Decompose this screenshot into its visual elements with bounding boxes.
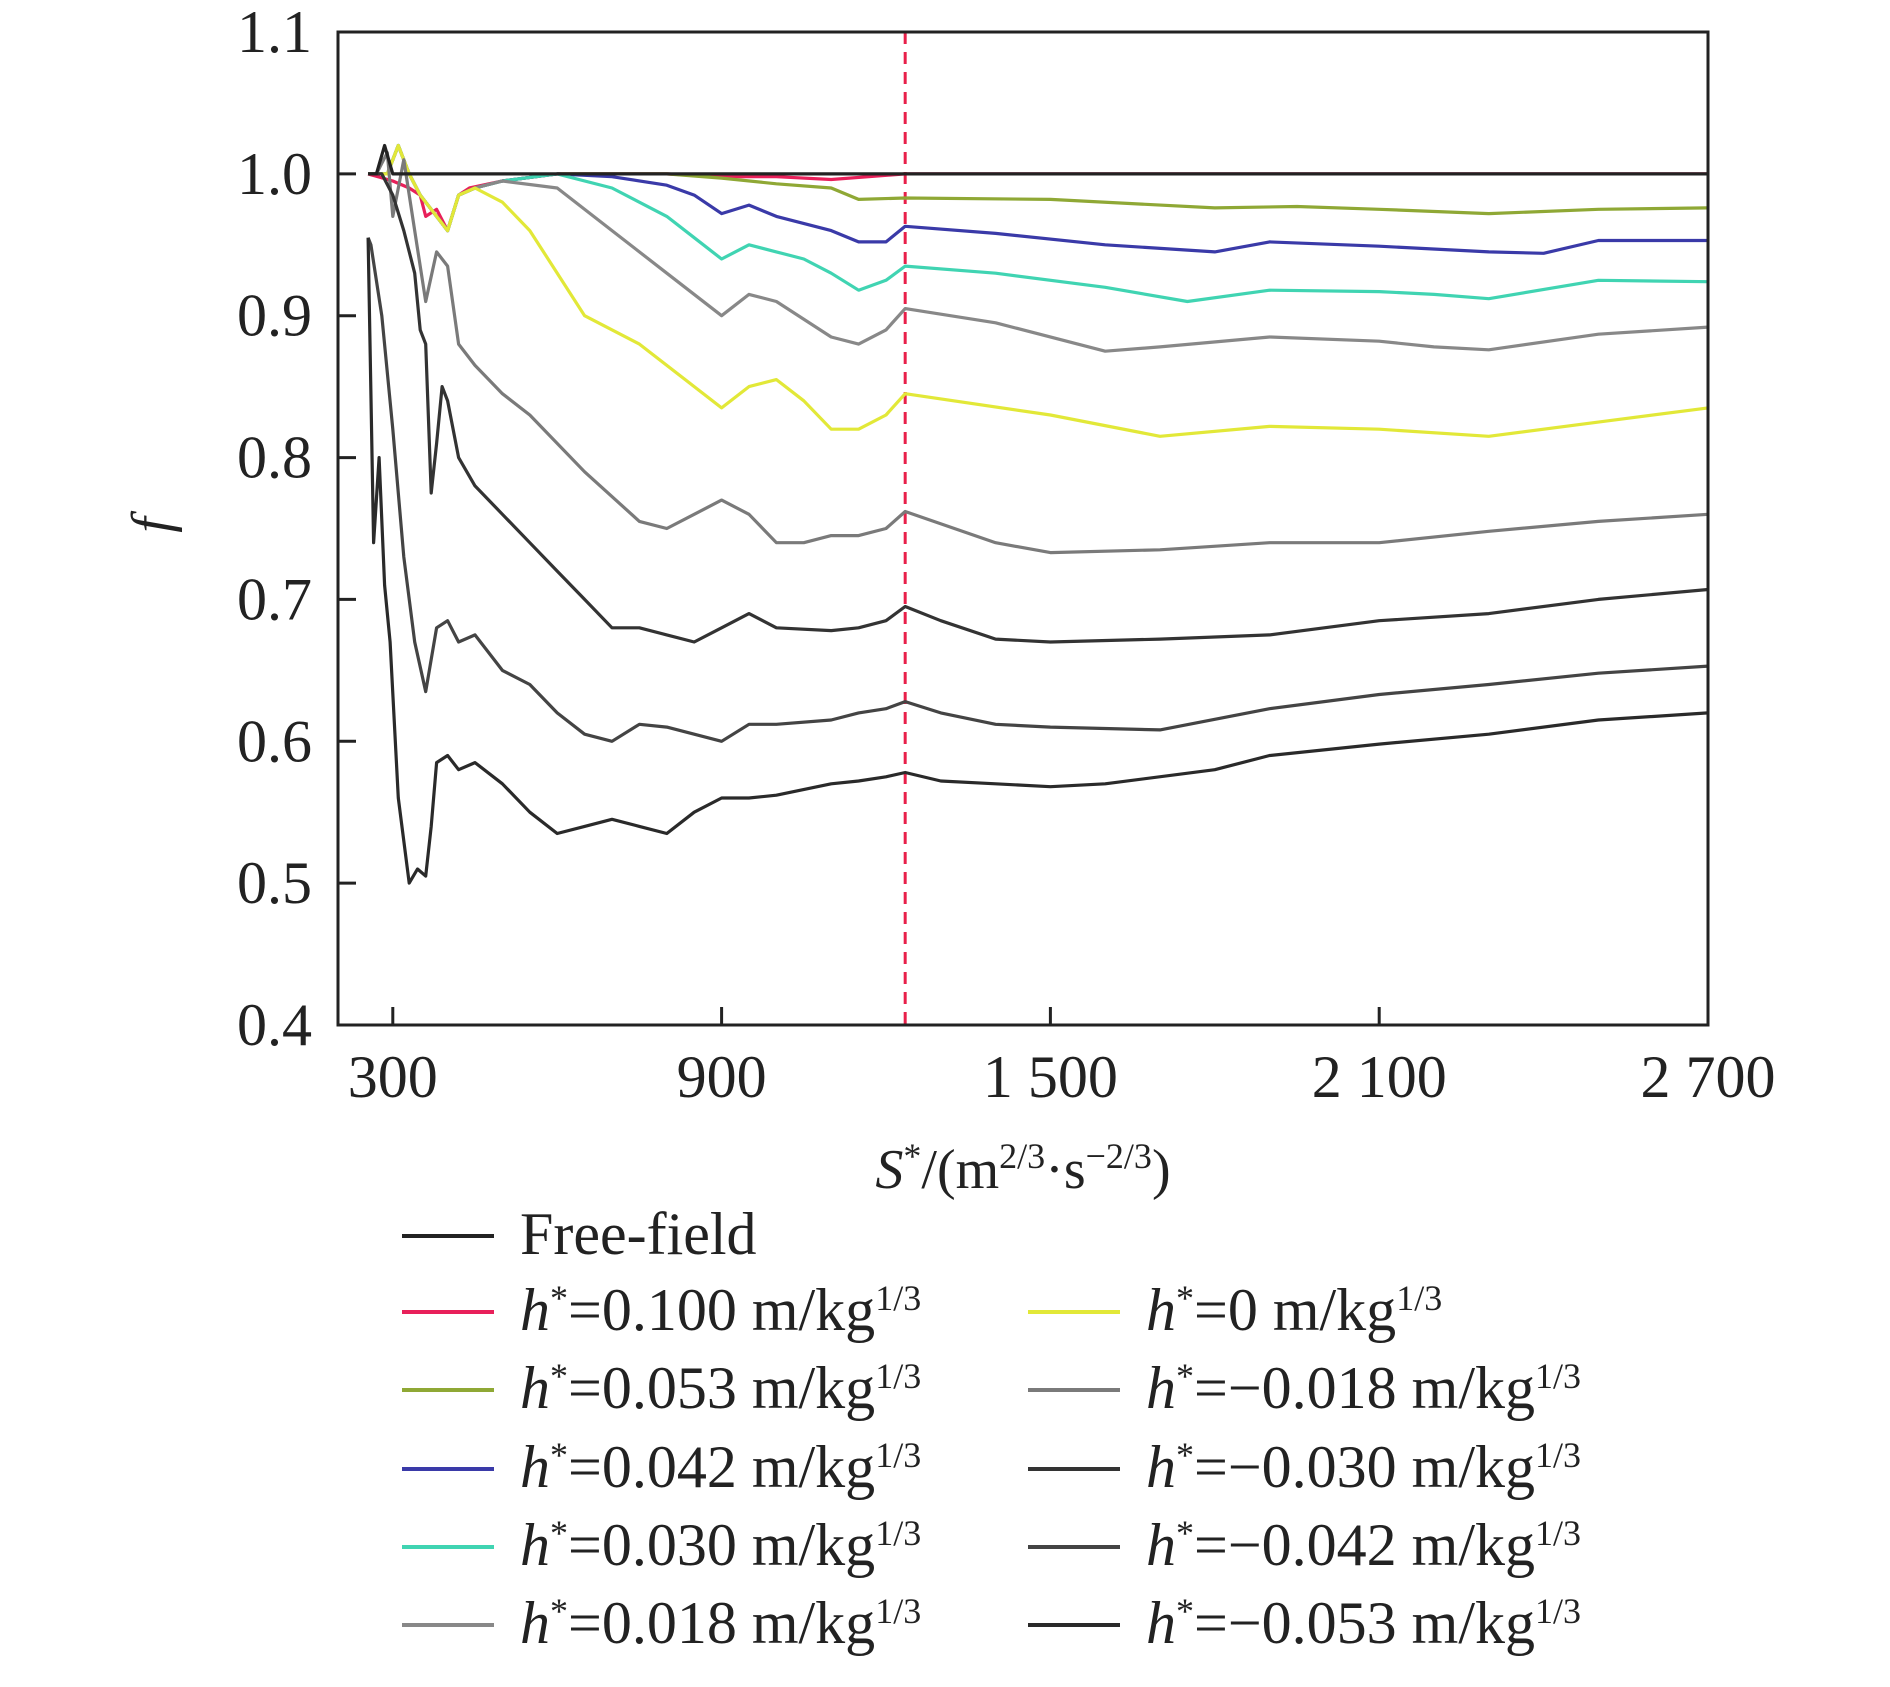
legend-label: Free-field: [520, 1201, 757, 1267]
x-axis-label-close: ): [1152, 1139, 1171, 1201]
series-line-7: [368, 151, 1709, 555]
series-line-0: [368, 143, 1708, 176]
x-tick-label: 300: [348, 1044, 438, 1110]
series-line-4: [368, 143, 1709, 304]
x-axis-label-mid: ·s: [1045, 1139, 1085, 1201]
legend-label: h*=0.030 m/kg1/3: [520, 1512, 921, 1578]
x-axis-label-exp1: 2/3: [999, 1136, 1045, 1176]
y-tick-label: 0.4: [237, 992, 312, 1058]
series-line-2: [368, 143, 1709, 233]
y-tick-label: 0.9: [237, 283, 312, 349]
x-axis-label-unit-open: /(m: [921, 1139, 999, 1201]
y-tick-label: 1.1: [237, 0, 312, 65]
legend-label: h*=0 m/kg1/3: [1146, 1277, 1442, 1343]
x-axis-label-symbol: S: [875, 1139, 903, 1201]
x-axis-label: S*/(m2/3·s−2/3): [875, 1136, 1170, 1201]
x-axis-label-star: *: [903, 1136, 921, 1176]
legend-label: h*=−0.018 m/kg1/3: [1146, 1355, 1581, 1421]
series-line-1: [367, 172, 1708, 233]
plot-frame: [336, 30, 1710, 1027]
y-axis-label: f: [121, 510, 183, 533]
y-tick-label: 0.5: [237, 850, 312, 916]
legend-label: h*=0.100 m/kg1/3: [520, 1277, 921, 1343]
legend-label: h*=0.018 m/kg1/3: [520, 1590, 921, 1656]
series-line-10: [366, 237, 1709, 885]
legend-label: h*=0.053 m/kg1/3: [520, 1355, 921, 1421]
y-tick-label: 0.6: [237, 708, 312, 774]
legend-label: h*=0.042 m/kg1/3: [520, 1434, 921, 1500]
x-tick-label: 900: [677, 1044, 767, 1110]
x-tick-label: 2 700: [1641, 1044, 1776, 1110]
y-tick-label: 0.7: [237, 566, 312, 632]
legend-label: h*=−0.042 m/kg1/3: [1146, 1512, 1581, 1578]
series-line-9: [366, 237, 1709, 743]
series-group: [366, 143, 1709, 885]
legend-label: h*=−0.030 m/kg1/3: [1146, 1434, 1581, 1500]
legend: Free-field h*=0.100 m/kg1/3 h*=0.053 m/kg1…: [402, 1201, 1581, 1656]
y-tick-label: 0.8: [237, 425, 312, 491]
x-axis-ticks: 300 900 1 500 2 100 2 700: [348, 1007, 1776, 1110]
y-axis-ticks: 0.4 0.5 0.6 0.7 0.8 0.9 1.0 1.1: [237, 0, 356, 1058]
legend-label: h*=−0.053 m/kg1/3: [1146, 1590, 1581, 1656]
x-tick-label: 2 100: [1312, 1044, 1447, 1110]
series-line-6: [368, 143, 1709, 438]
y-tick-label: 1.0: [237, 141, 312, 207]
x-tick-label: 1 500: [983, 1044, 1118, 1110]
x-axis-label-exp2: −2/3: [1086, 1136, 1152, 1176]
series-line-8: [368, 172, 1709, 644]
